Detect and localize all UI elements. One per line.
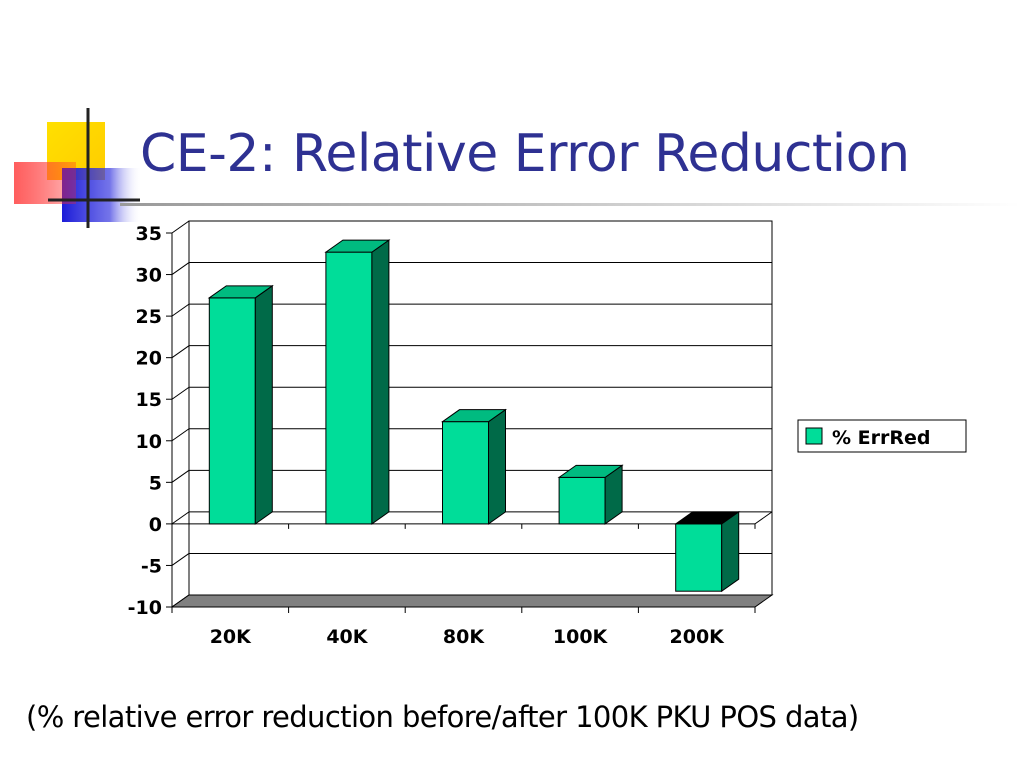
- y-tick-label: 30: [136, 265, 162, 287]
- gridline-side: [171, 428, 190, 442]
- chart-floor: [170, 594, 774, 608]
- gridline-side: [171, 262, 190, 275]
- bar-top: [674, 511, 741, 525]
- plot-area: 35 30 25 20 15 10 5 0 -5 -10 20K 40K 80K 100K 200K: [128, 220, 774, 648]
- x-category-label: 20K: [210, 626, 252, 648]
- error-reduction-chart: 35 30 25 20 15 10 5 0 -5 -10 20K 40K 80K 100K 200K % E…: [128, 220, 967, 648]
- gridline-side: [171, 469, 190, 483]
- x-category-label: 80K: [443, 626, 485, 648]
- bar-side: [721, 510, 740, 593]
- y-tick-label: 20: [136, 348, 162, 370]
- x-category-label: 40K: [326, 626, 368, 648]
- y-tick-label: -10: [128, 597, 162, 619]
- bar-front: [675, 523, 723, 592]
- bar-top: [207, 285, 274, 299]
- gridline-side: [171, 303, 190, 317]
- bar-front: [208, 297, 256, 525]
- bar-side: [371, 239, 390, 525]
- y-tick-label: 35: [136, 223, 162, 245]
- bar-side: [488, 408, 506, 525]
- y-tick-label: 15: [136, 389, 162, 411]
- y-tick-label: 25: [136, 306, 162, 328]
- gridline-side: [171, 553, 190, 566]
- bar-200k: [674, 510, 741, 593]
- bar-front: [442, 421, 489, 525]
- gridline-side: [171, 345, 190, 359]
- x-category-label: 200K: [670, 626, 726, 648]
- y-tick-label: 5: [149, 472, 162, 494]
- y-tick-label: -5: [141, 555, 162, 577]
- legend-swatch: [805, 427, 823, 445]
- title-underline: [120, 203, 1020, 206]
- gridline-side: [171, 511, 190, 525]
- bar-20k: [207, 284, 274, 525]
- legend-label: % ErrRed: [832, 427, 931, 449]
- gridline-side: [171, 386, 190, 400]
- bar-top: [557, 464, 624, 478]
- legend-box: [797, 419, 967, 453]
- chart-legend: % ErrRed: [797, 419, 967, 453]
- gridline-side: [171, 220, 190, 234]
- bar-side: [254, 284, 273, 525]
- slide-caption: (% relative error reduction before/after…: [26, 700, 859, 734]
- corner-decoration: [14, 108, 140, 228]
- bar-top: [324, 239, 391, 253]
- bar-front: [558, 476, 606, 525]
- bar-front: [325, 251, 373, 525]
- bar-80k: [440, 408, 508, 525]
- bar-40k: [324, 239, 391, 525]
- x-category-label: 100K: [553, 626, 609, 648]
- bar-top: [440, 409, 508, 423]
- y-tick-label: 0: [149, 514, 162, 536]
- bar-100k: [557, 464, 624, 525]
- slide-title: CE-2: Relative Error Reduction: [140, 124, 910, 184]
- red-square: [14, 162, 76, 204]
- y-tick-label: 10: [136, 431, 162, 453]
- zero-baseline-depth: [754, 511, 773, 525]
